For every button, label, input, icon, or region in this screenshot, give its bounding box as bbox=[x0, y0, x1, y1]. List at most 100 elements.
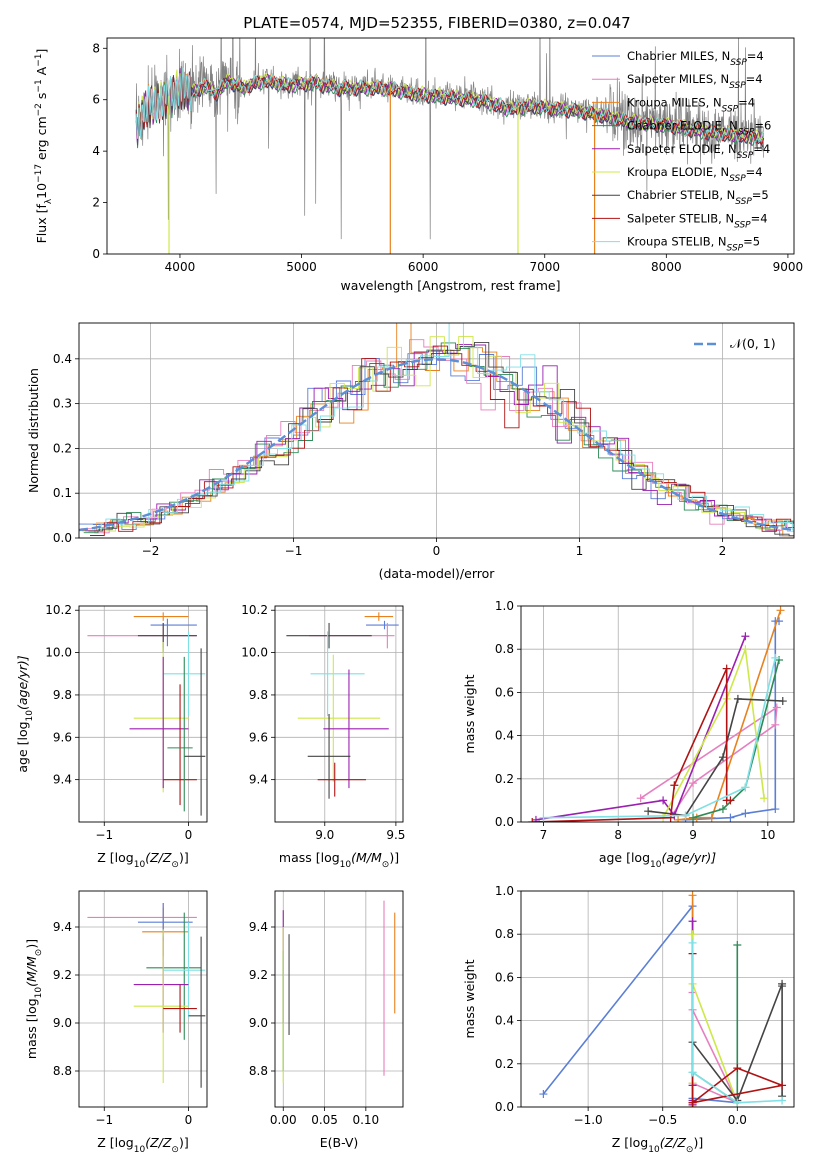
mass-weight-marker bbox=[688, 1068, 697, 1077]
legend-entry: Salpeter MILES, NSSP=4 bbox=[627, 72, 763, 91]
spectrum-xtick-label: 8000 bbox=[651, 260, 682, 274]
legend-entry-part: =5 bbox=[752, 188, 769, 202]
residuals-ytick-label: 0.4 bbox=[53, 352, 72, 366]
legend-entry-part: Chabrier STELIB, N bbox=[627, 188, 735, 202]
legend-entry-part: Salpeter MILES, N bbox=[627, 72, 729, 86]
mass-weight-line bbox=[691, 942, 783, 1104]
mass_vs_EBV-ytick-label: 9.2 bbox=[249, 968, 268, 982]
mass-vs-Z-ylabel-part: mass [log bbox=[24, 998, 39, 1059]
age-vs-Z-xlabel-part: 10 bbox=[134, 860, 146, 870]
massweight_vs_Z-axes: −1.0 −0.5 0.0 0.0 0.2 0.4 0.6 0.8 1.0 Z [log10(Z/… bbox=[462, 884, 795, 1155]
residuals-ytick-label: 0.0 bbox=[53, 531, 72, 545]
legend-entry-part: SSP bbox=[734, 220, 751, 230]
model-spectrum bbox=[135, 69, 765, 143]
mass-weight-marker bbox=[771, 720, 780, 729]
mass-weight-marker bbox=[741, 809, 750, 818]
legend-entry-part: =4 bbox=[738, 95, 755, 109]
mass-weight-marker bbox=[778, 1096, 787, 1105]
legend-entry: Salpeter STELIB, NSSP=4 bbox=[627, 211, 768, 230]
age-vs-Z-xlabel-part: (Z/Z bbox=[145, 850, 172, 865]
residuals-ytick-label: 0.1 bbox=[53, 486, 72, 500]
age_vs_mass-ytick-label: 10.0 bbox=[241, 646, 268, 660]
massweight_vs_Z-ytick-label: 0.6 bbox=[495, 970, 514, 984]
mass-vs-Z-xlabel-part: Z [log bbox=[97, 1135, 133, 1150]
legend-entry-part: SSP bbox=[729, 174, 746, 184]
mass-weight-marker bbox=[636, 794, 645, 803]
massweight-Z-xlabel-part: (Z/Z bbox=[660, 1135, 687, 1150]
legend-entry-part: =4 bbox=[753, 142, 770, 156]
mass-weight-marker bbox=[722, 664, 731, 673]
mass-weight-marker bbox=[644, 807, 653, 816]
age-vs-Z-ylabel-part: 10 bbox=[25, 710, 35, 722]
mass-weight-marker bbox=[528, 818, 537, 822]
massweight_vs_age-ytick-label: 0.8 bbox=[495, 642, 514, 656]
massweight_vs_age-xtick-label: 7 bbox=[540, 828, 548, 842]
spectrum-plot-area bbox=[135, 38, 765, 254]
massweight_vs_Z-ytick-label: 0.0 bbox=[495, 1100, 514, 1114]
mass_vs_EBV-frame bbox=[274, 890, 404, 1108]
age-vs-Z-ylabel: age [log10(age/yr)] bbox=[15, 655, 35, 772]
spectrum-title: PLATE=0574, MJD=52355, FIBERID=0380, z=0… bbox=[243, 14, 630, 32]
age_vs_Z-ytick-label: 10.0 bbox=[45, 646, 72, 660]
residuals-axes: −2 −1 0 1 2 0.0 0.1 0.2 0.3 0.4 𝒩(0, 1) (data-model… bbox=[26, 322, 795, 581]
mass-vs-EBV-xlabel: E(B-V) bbox=[320, 1135, 359, 1150]
massweight-age-xlabel-part: age [log bbox=[599, 850, 650, 865]
residuals-ytick-label: 0.2 bbox=[53, 441, 72, 455]
massweight-age-ylabel: mass weight bbox=[462, 674, 477, 753]
legend-entry-part: =4 bbox=[747, 49, 764, 63]
spectrum-ytick-label: 6 bbox=[92, 93, 100, 107]
mass-weight-marker bbox=[707, 813, 716, 822]
massweight_vs_Z-frame bbox=[520, 890, 795, 1108]
spectrum-xtick-label: 9000 bbox=[773, 260, 804, 274]
spectrum-ytick-label: 2 bbox=[92, 196, 100, 210]
mass-weight-marker bbox=[741, 645, 750, 654]
mass-weight-marker bbox=[718, 805, 727, 814]
spectrum-ylabel-part: −2 bbox=[34, 103, 44, 116]
age-vs-Z-xlabel-part: Z [log bbox=[97, 850, 133, 865]
massweight_vs_age-xtick-label: 10 bbox=[760, 828, 775, 842]
mass-vs-Z-ylabel-part: 10 bbox=[34, 987, 44, 999]
spectrum-ylabel-part: Flux [f bbox=[34, 204, 49, 244]
massweight_vs_age-ytick-label: 0.4 bbox=[495, 729, 514, 743]
massweight_vs_Z-xtick-label: −1.0 bbox=[574, 1113, 603, 1127]
massweight_vs_age-plot-area bbox=[528, 606, 787, 822]
age-vs-mass-xlabel-part: )] bbox=[389, 850, 399, 865]
spectrum-ylabel-part: ] bbox=[34, 49, 49, 54]
massweight_vs_age-ytick-label: 0.0 bbox=[495, 815, 514, 829]
massweight-Z-xlabel-part: )] bbox=[693, 1135, 703, 1150]
mass_vs_Z-ytick-label: 8.8 bbox=[53, 1064, 72, 1078]
massweight_vs_age-xtick-label: 9 bbox=[689, 828, 697, 842]
mass-weight-marker bbox=[674, 815, 683, 822]
spectrum-ylabel-part: λ bbox=[44, 198, 54, 204]
residuals-ytick-label: 0.3 bbox=[53, 397, 72, 411]
age_vs_Z-ytick-label: 9.4 bbox=[53, 773, 72, 787]
legend-entry: Kroupa MILES, NSSP=4 bbox=[627, 95, 755, 114]
mass-weight-marker bbox=[689, 813, 698, 822]
model-spectrum bbox=[135, 67, 764, 144]
legend-entry-part: Kroupa ELODIE, N bbox=[627, 165, 729, 179]
age-vs-mass-xlabel-part: 10 bbox=[340, 860, 352, 870]
spectrum-ylabel-part: 10 bbox=[34, 183, 49, 199]
mass_vs_EBV-xtick-label: 0.00 bbox=[270, 1113, 297, 1127]
mass-weight-marker bbox=[688, 938, 697, 947]
spectrum-xtick-label: 4000 bbox=[165, 260, 196, 274]
mass_vs_EBV-axes: 0.00 0.05 0.10 8.8 9.0 9.2 9.4 E(B-V) bbox=[249, 890, 404, 1150]
mass-vs-Z-xlabel-part: ⊙ bbox=[171, 1145, 179, 1155]
age-vs-Z-xlabel-part: ⊙ bbox=[171, 860, 179, 870]
residuals-xtick-label: 2 bbox=[719, 544, 727, 558]
mass_vs_EBV-ytick-label: 9.0 bbox=[249, 1016, 268, 1030]
legend-entry-part: Chabrier MILES, N bbox=[627, 49, 730, 63]
legend-entry-part: =4 bbox=[751, 211, 768, 225]
mass-weight-marker bbox=[681, 811, 690, 820]
mass-vs-Z-ylabel-part: ⊙ bbox=[34, 949, 44, 957]
spectrum-ytick-label: 4 bbox=[92, 144, 100, 158]
mass-weight-marker bbox=[772, 703, 781, 712]
mass_vs_EBV-xtick-label: 0.10 bbox=[352, 1113, 379, 1127]
spectrum-xlabel: wavelength [Angstrom, rest frame] bbox=[340, 278, 560, 293]
massweight_vs_Z-ytick-label: 1.0 bbox=[495, 884, 514, 898]
massweight_vs_Z-xtick-label: −0.5 bbox=[648, 1113, 677, 1127]
massweight_vs_age-frame bbox=[520, 605, 795, 823]
massweight-age-xlabel-part: (age/yr)] bbox=[661, 850, 716, 865]
mass-weight-marker bbox=[688, 1098, 697, 1107]
age_vs_Z-ytick-label: 9.8 bbox=[53, 688, 72, 702]
